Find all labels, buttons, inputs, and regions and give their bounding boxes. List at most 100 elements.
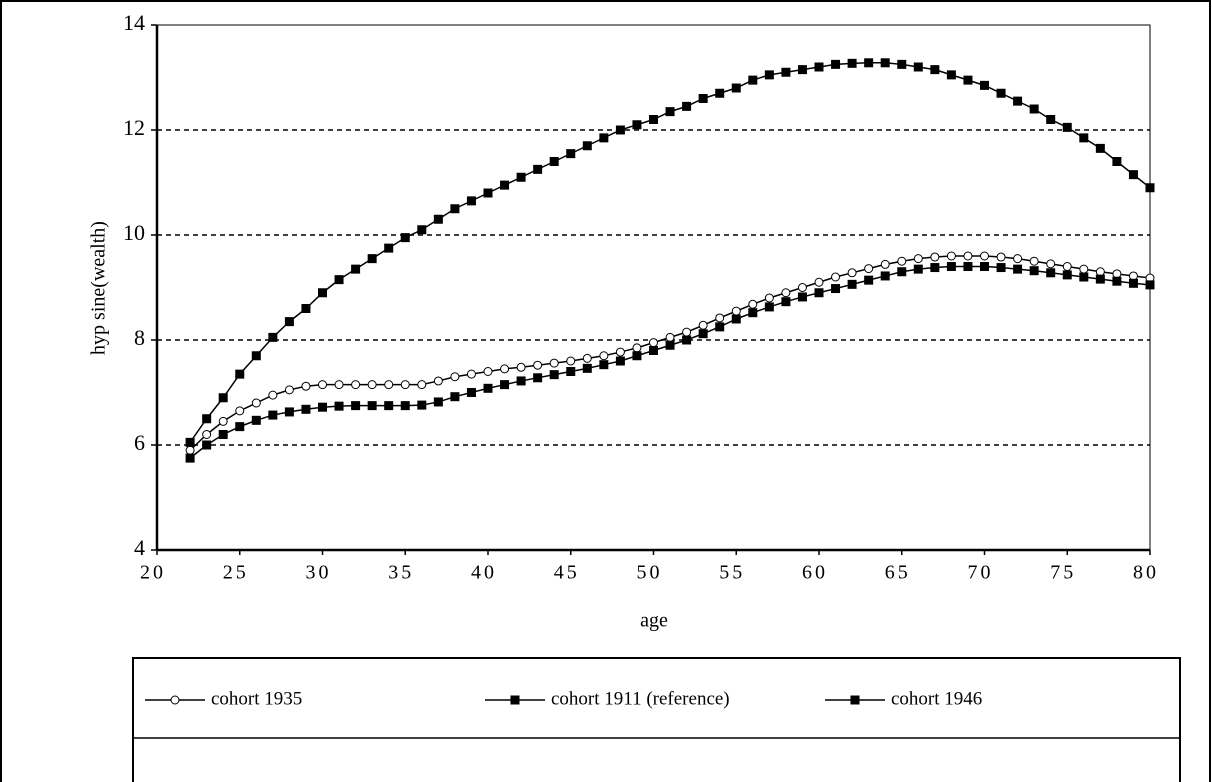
data-point [831,59,841,69]
data-point [533,373,543,383]
data-point [1128,278,1138,288]
data-point [251,415,261,425]
data-point [682,101,692,111]
data-point [284,317,294,327]
x-tick-label: 25 [223,562,249,584]
x-tick-label: 75 [1050,562,1076,584]
data-point [235,406,245,416]
data-point [533,164,543,174]
data-point [1046,268,1056,278]
x-tick-label: 60 [802,562,828,584]
data-point [251,351,261,361]
data-point [367,380,377,390]
data-point [1046,259,1056,269]
data-point [632,120,642,130]
data-point [1062,122,1072,132]
data-point [599,360,609,370]
series-line [189,255,1151,451]
data-point [748,75,758,85]
data-point [1112,269,1122,279]
data-point [318,402,327,412]
data-point [1013,96,1023,106]
data-point [433,397,443,407]
data-point [814,62,824,72]
data-point [615,125,625,135]
data-point [996,263,1006,273]
data-point [1112,276,1122,286]
data-point [235,422,245,432]
data-point [615,356,625,366]
data-point [218,416,228,426]
data-point [665,340,675,350]
data-point [831,272,841,282]
data-point [235,369,245,379]
data-point [384,243,394,253]
data-point [566,356,576,366]
data-point [500,380,510,390]
data-point [450,204,460,214]
data-point [400,233,410,243]
data-point [334,275,344,285]
data-point [698,329,708,339]
data-point [615,347,625,357]
x-tick-label: 55 [719,562,745,584]
data-point [301,404,311,414]
data-point [202,414,212,424]
data-point [731,306,741,316]
data-point [400,401,410,411]
data-point [202,430,212,439]
data-point [351,401,361,411]
data-point [450,372,460,382]
data-point [318,288,327,298]
legend-marker [850,695,860,705]
data-point [880,259,890,269]
data-point [831,284,841,294]
data-point [864,275,874,285]
x-tick-label: 70 [968,562,994,584]
data-point [897,256,907,266]
data-point [301,381,311,391]
data-point [996,88,1006,98]
data-point [930,65,940,75]
data-point [516,172,526,182]
data-point [649,338,658,348]
data-point [1095,267,1105,277]
x-tick-label: 45 [554,562,580,584]
data-point [913,62,923,72]
data-point [268,390,278,400]
data-point [665,107,675,117]
data-point [963,75,973,85]
data-point [1112,157,1122,166]
data-point [748,299,758,309]
data-point [698,94,708,103]
data-point [764,293,774,303]
y-tick-label: 14 [123,10,145,35]
legend-label: cohort 1946 [891,688,982,709]
data-point [632,351,642,361]
y-tick-label: 10 [123,220,145,245]
data-point [764,70,774,80]
data-point [549,157,559,166]
data-point [715,313,725,323]
data-point [682,327,692,337]
x-tick-label: 65 [885,562,911,584]
data-point [367,401,377,411]
data-point [1013,254,1023,264]
data-point [682,335,692,345]
data-point [218,393,228,403]
data-point [1029,266,1039,276]
data-point [1079,133,1089,143]
data-point [930,263,940,273]
data-point [913,264,923,274]
series-line [189,62,1151,443]
data-point [1062,270,1072,280]
data-point [781,297,791,307]
data-point [946,262,956,271]
data-point [1095,143,1105,153]
legend-marker [170,695,180,705]
data-point [1079,264,1089,274]
x-tick-label: 30 [306,562,332,584]
data-point [781,67,791,77]
data-point [880,271,890,281]
